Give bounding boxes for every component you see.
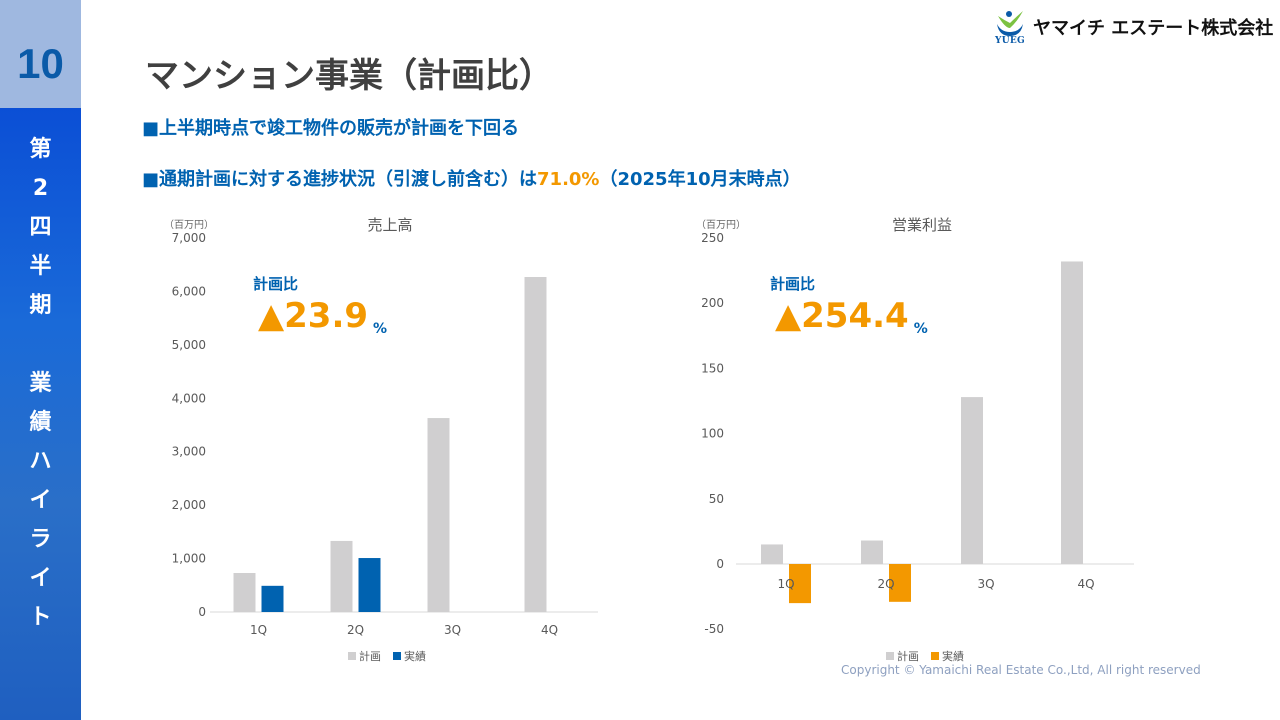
plan-ratio-unit: % <box>914 321 928 337</box>
section-label-char: 業 <box>29 371 52 396</box>
bullet-text: 上半期時点で竣工物件の販売が計画を下回る <box>159 118 520 139</box>
legend-swatch-actual <box>931 652 939 660</box>
y-tick-label: 4,000 <box>172 391 206 405</box>
y-tick-label: 2,000 <box>172 498 206 512</box>
y-tick-label: 150 <box>701 361 724 375</box>
y-tick-label: 7,000 <box>172 231 206 245</box>
legend-swatch-plan <box>886 652 894 660</box>
bar-plan-3Q <box>427 418 450 612</box>
x-tick-label: 2Q <box>347 623 364 637</box>
y-tick-label: 3,000 <box>172 445 206 459</box>
bar-plan-2Q <box>861 540 883 564</box>
bar-actual-2Q <box>358 558 381 612</box>
section-label-char: イ <box>29 566 52 591</box>
y-tick-label: 0 <box>716 557 724 571</box>
legend-label-plan: 計画 <box>359 649 381 663</box>
y-tick-label: 0 <box>198 605 206 619</box>
y-tick-label: -50 <box>704 622 724 636</box>
y-tick-label: 1,000 <box>172 552 206 566</box>
bar-plan-3Q <box>961 397 983 564</box>
plan-ratio-unit: % <box>373 321 387 337</box>
section-label-char: イ <box>29 488 52 513</box>
y-tick-label: 200 <box>701 296 724 310</box>
sales-chart: （百万円） 売上高 0 1,000 2,000 3,000 4,000 5,000 6,000 7… <box>164 216 598 663</box>
plan-ratio-value: ▲254.4 <box>775 296 909 336</box>
chart-title: 営業利益 <box>892 216 952 234</box>
section-label-char: 2 <box>32 176 49 201</box>
section-label-char: 半 <box>29 254 52 279</box>
section-label-char: ハ <box>29 449 52 474</box>
plan-ratio-label: 計画比 <box>253 275 298 293</box>
x-tick-label: 1Q <box>250 623 267 637</box>
y-tick-label: 50 <box>709 492 724 506</box>
chart-title: 売上高 <box>367 216 412 234</box>
legend-label-actual: 実績 <box>942 649 964 663</box>
legend-label-plan: 計画 <box>897 649 919 663</box>
bar-plan-2Q <box>330 540 353 612</box>
bar-plan-1Q <box>761 544 783 564</box>
section-label-char: ラ <box>29 527 52 552</box>
x-tick-label: 3Q <box>444 623 461 637</box>
section-label-char <box>0 325 81 364</box>
y-tick-label: 100 <box>701 427 724 441</box>
section-label-char: 期 <box>29 293 52 318</box>
y-tick-label: 250 <box>701 231 724 245</box>
x-tick-label: 1Q <box>777 577 794 591</box>
logo-mark: YUEG <box>993 8 1027 46</box>
bar-actual-1Q <box>261 585 284 612</box>
bar-plan-1Q <box>233 572 256 612</box>
copyright: Copyright © Yamaichi Real Estate Co.,Ltd… <box>841 663 1201 677</box>
x-tick-label: 4Q <box>1077 577 1094 591</box>
section-label-char: 四 <box>29 215 52 240</box>
logo-mark-icon <box>997 11 1023 36</box>
x-tick-label: 2Q <box>877 577 894 591</box>
bullet-text: 通期計画に対する進捗状況（引渡し前含む）は <box>159 169 538 190</box>
section-label-char: 績 <box>29 410 52 435</box>
legend-swatch-plan <box>348 652 356 660</box>
bullet-1: ■上半期時点で竣工物件の販売が計画を下回る <box>142 114 519 140</box>
bar-actual-2Q <box>889 564 911 602</box>
plan-ratio-value: ▲23.9 <box>258 296 368 336</box>
legend-label-actual: 実績 <box>404 649 426 663</box>
x-tick-label: 4Q <box>541 623 558 637</box>
company-logo: YUEG ヤマイチ エステート株式会社 <box>993 8 1273 46</box>
section-label-char: ト <box>29 605 52 630</box>
company-name: ヤマイチ エステート株式会社 <box>1033 18 1274 39</box>
legend-swatch-actual <box>393 652 401 660</box>
progress-value: 71.0% <box>537 169 600 190</box>
logo-mark-text: YUEG <box>994 36 1026 46</box>
page-number: 10 <box>0 0 81 108</box>
bullet-text-suffix: （2025年10月末時点） <box>599 169 801 190</box>
plan-ratio-label: 計画比 <box>770 275 815 293</box>
section-label-char: 第 <box>29 137 52 162</box>
bar-plan-4Q <box>1061 261 1083 564</box>
bullet-2: ■通期計画に対する進捗状況（引渡し前含む）は71.0%（2025年10月末時点） <box>142 165 801 191</box>
operating-profit-chart: （百万円） 営業利益 -50 0 50 100 150 200 250 1Q 2Q 3Q 4Q 計画 実績 計… <box>696 216 1134 663</box>
bar-plan-4Q <box>524 277 547 612</box>
x-tick-label: 3Q <box>977 577 994 591</box>
y-tick-label: 6,000 <box>172 284 206 298</box>
bar-actual-1Q <box>789 564 811 604</box>
axis-unit: （百万円） <box>696 219 746 231</box>
bullet-marker: ■ <box>142 169 160 190</box>
bullet-marker: ■ <box>142 118 160 139</box>
page-title: マンション事業（計画比） <box>145 56 553 96</box>
y-tick-label: 5,000 <box>172 338 206 352</box>
axis-unit: （百万円） <box>164 219 214 231</box>
